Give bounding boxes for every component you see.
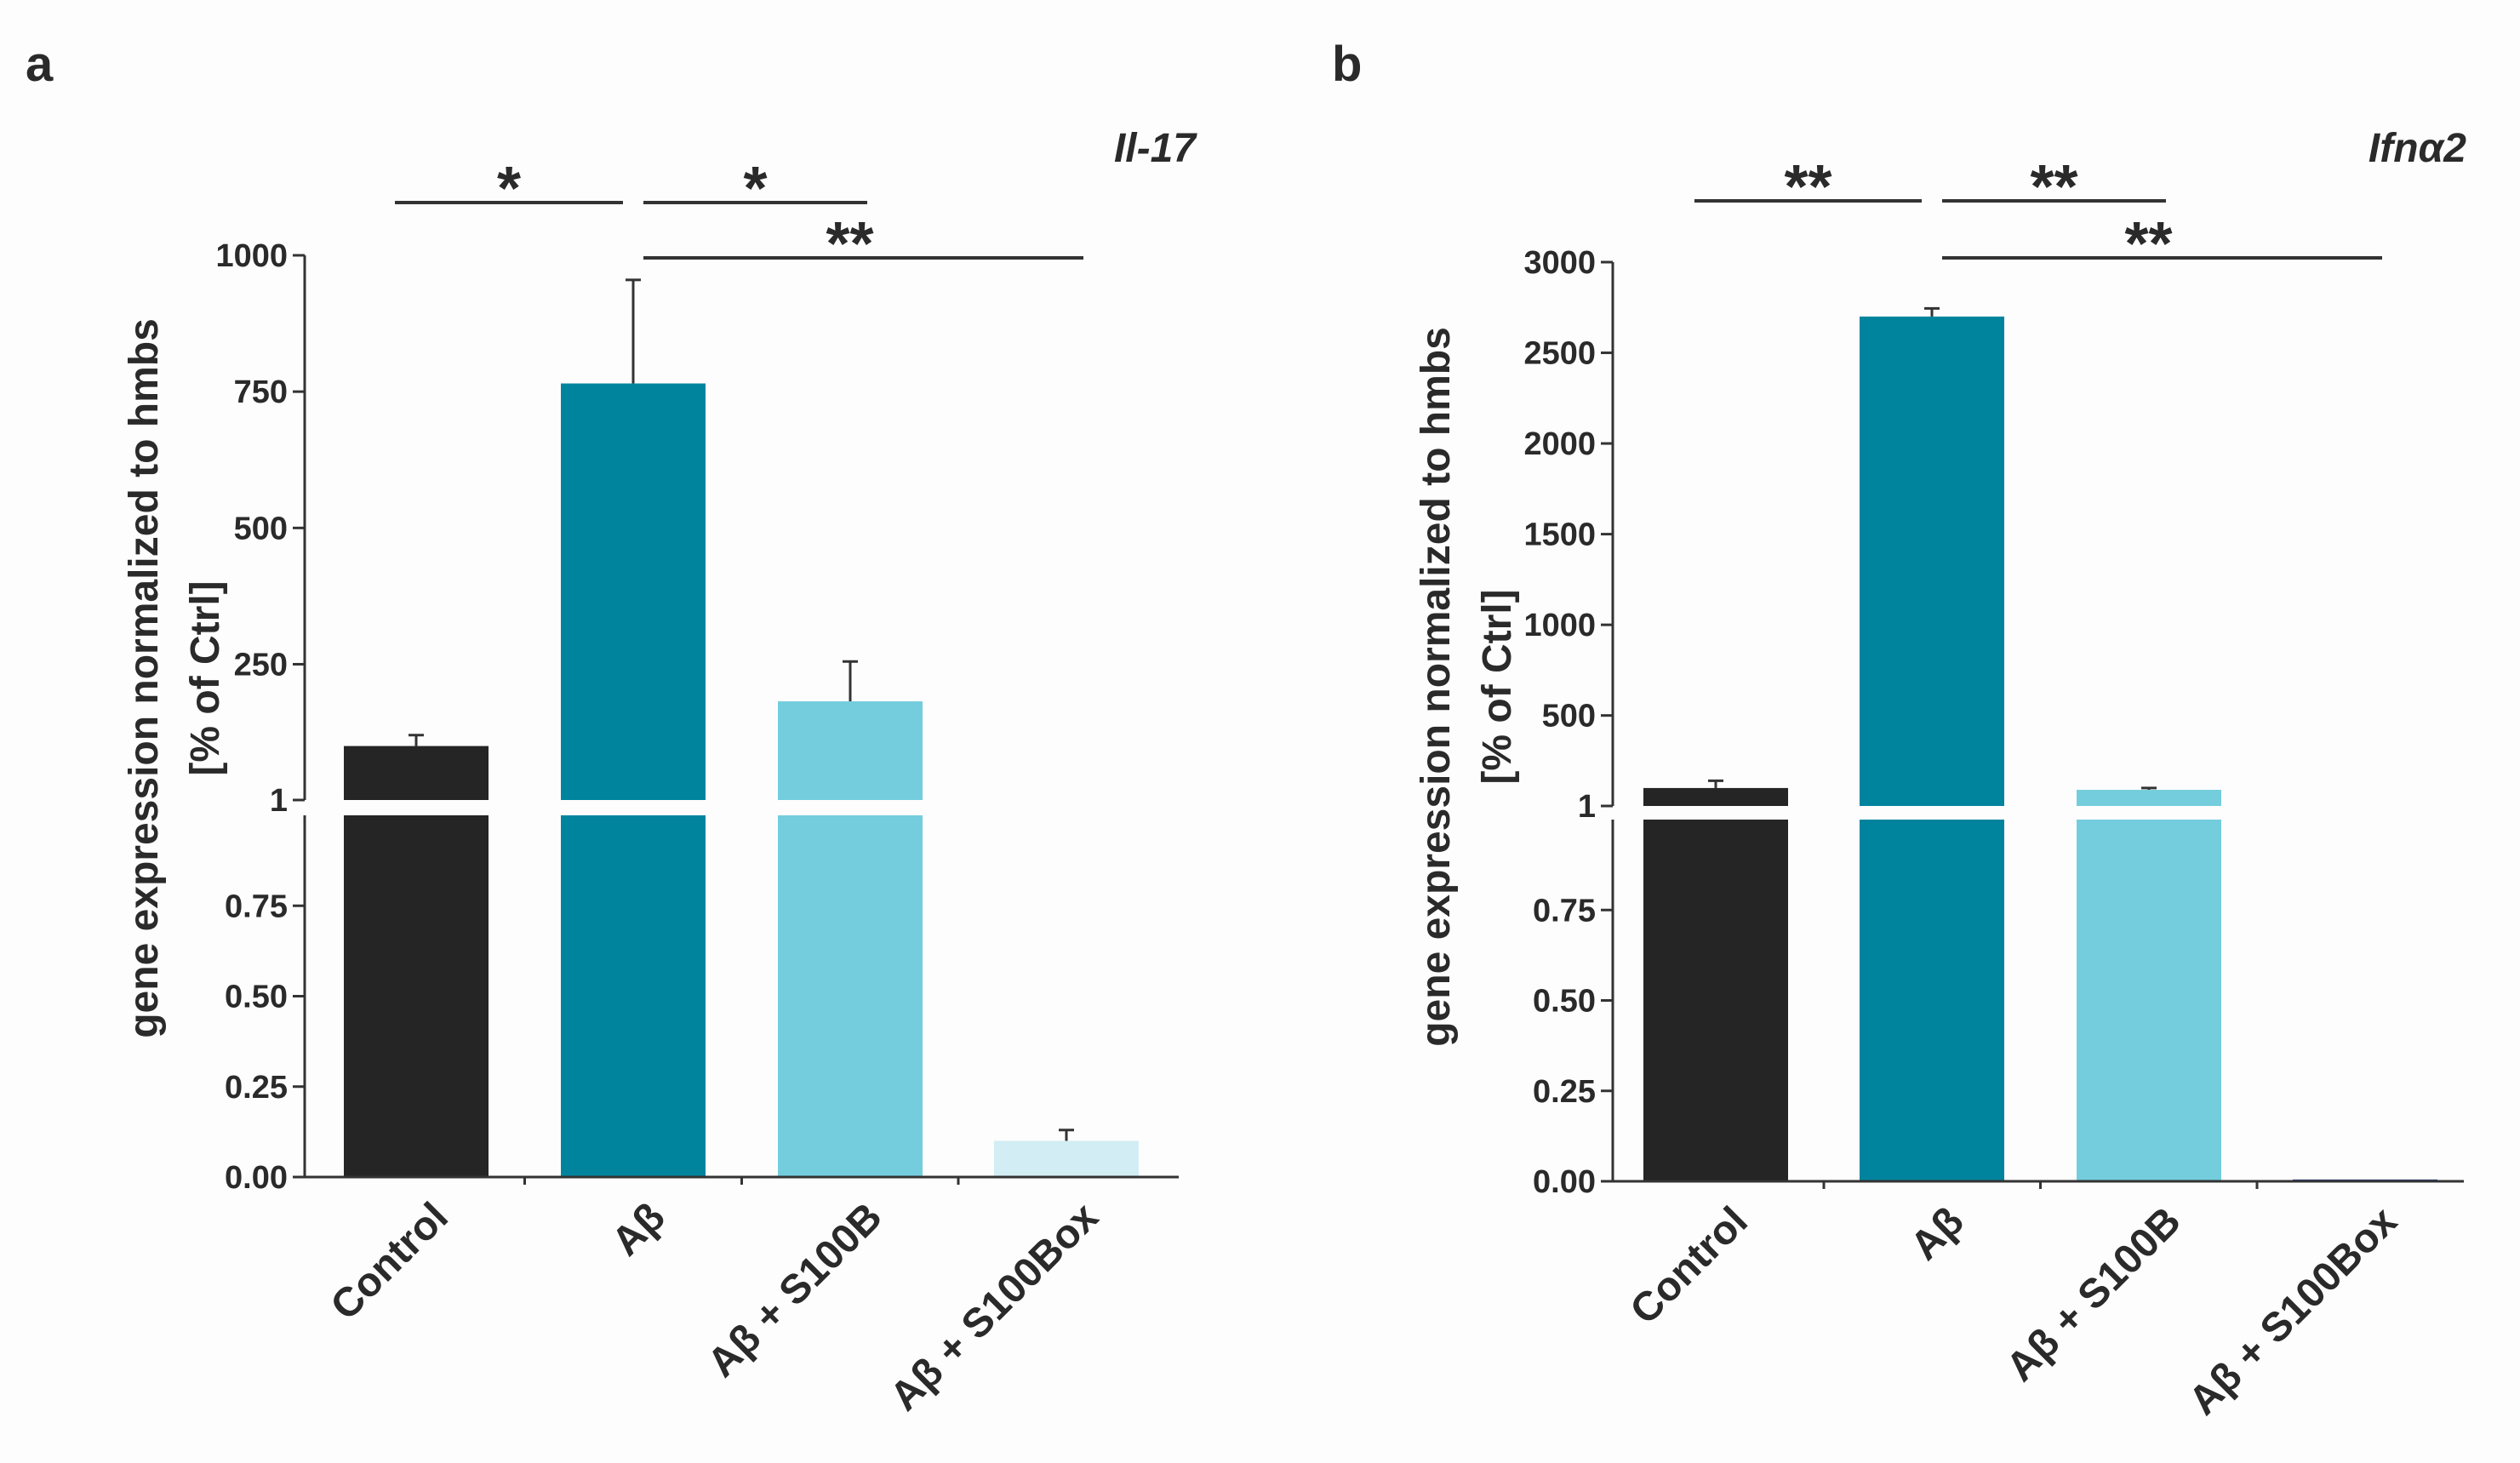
y-tick-label-upper-b-2: 1000: [1523, 608, 1596, 643]
y-axis-label-a-line1: gene expression normalized to hmbs: [122, 318, 167, 1038]
bar-upper-b-0: [1643, 787, 1788, 806]
bar-lower-a-1: [561, 815, 706, 1177]
y-tick-label-upper-a-3: 750: [234, 374, 288, 410]
y-tick-label-upper-a-2: 500: [234, 511, 288, 546]
y-tick-label-lower-a-0: 0.00: [225, 1160, 288, 1196]
significance-label-b-1: **: [2030, 153, 2077, 221]
panel-label-a: a: [26, 37, 54, 92]
y-tick-label-upper-b-6: 3000: [1523, 245, 1596, 281]
y-tick-label-upper-b-4: 2000: [1523, 426, 1596, 462]
y-axis-label-b-line1: gene expression normalized to hmbs: [1414, 327, 1459, 1047]
y-tick-label-lower-b-2: 0.50: [1533, 984, 1596, 1020]
bar-upper-b-2: [2077, 790, 2221, 806]
bar-upper-b-1: [1860, 316, 2004, 807]
panel-label-b: b: [1332, 37, 1362, 92]
bar-upper-a-1: [561, 383, 706, 800]
significance-label-b-2: **: [2124, 210, 2172, 278]
bar-lower-b-2: [2077, 820, 2221, 1181]
bar-lower-b-0: [1643, 820, 1788, 1181]
significance-label-a-0: *: [497, 155, 521, 223]
y-tick-label-upper-a-1: 250: [234, 647, 288, 683]
y-tick-label-upper-b-0: 1: [1578, 789, 1596, 825]
bar-lower-a-2: [778, 815, 923, 1177]
y-tick-label-lower-a-1: 0.25: [225, 1070, 288, 1106]
bar-lower-b-1: [1860, 820, 2004, 1181]
y-tick-label-upper-b-5: 2500: [1523, 336, 1596, 372]
y-tick-label-lower-a-2: 0.50: [225, 980, 288, 1015]
chart-title-b: Ifnα2: [2369, 126, 2466, 171]
y-tick-label-upper-b-3: 1500: [1523, 517, 1596, 553]
significance-label-b-0: **: [1784, 153, 1831, 221]
chart-title-a: Il-17: [1114, 126, 1197, 171]
y-tick-label-lower-b-1: 0.25: [1533, 1074, 1596, 1110]
significance-label-a-2: **: [826, 210, 873, 278]
y-axis-label-b-line2: [% of Ctrl]: [1475, 589, 1520, 784]
y-tick-label-upper-b-1: 500: [1542, 699, 1596, 734]
bar-upper-a-0: [344, 746, 489, 800]
significance-label-a-1: *: [743, 155, 767, 223]
y-tick-label-lower-b-0: 0.00: [1533, 1164, 1596, 1200]
y-tick-label-lower-b-3: 0.75: [1533, 893, 1596, 929]
bar-upper-a-2: [778, 701, 923, 800]
y-tick-label-lower-a-3: 0.75: [225, 889, 288, 924]
y-tick-label-upper-a-4: 1000: [215, 238, 288, 274]
y-axis-label-a-line2: [% of Ctrl]: [183, 580, 228, 775]
bar-lower-a-3: [994, 1140, 1139, 1177]
bar-lower-a-0: [344, 815, 489, 1177]
y-tick-label-upper-a-0: 1: [270, 783, 288, 819]
